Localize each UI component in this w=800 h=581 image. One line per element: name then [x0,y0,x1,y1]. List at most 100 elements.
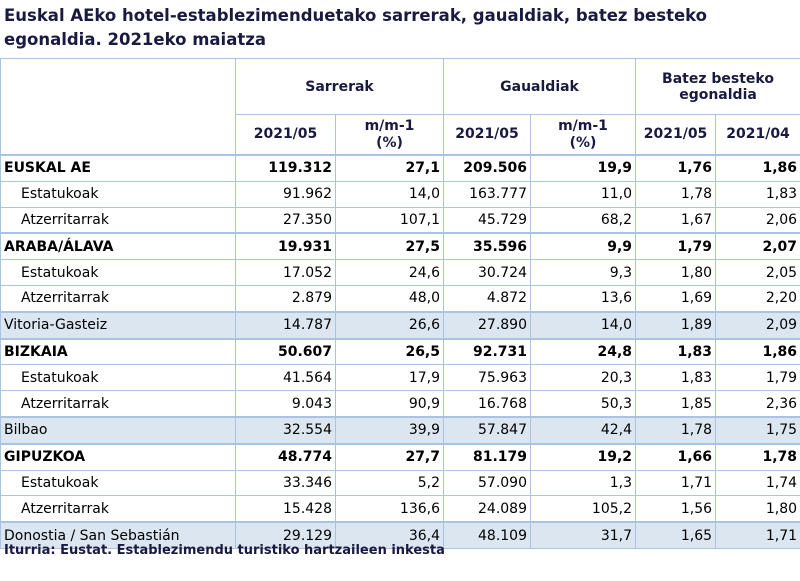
value-cell: 50.607 [235,338,336,366]
value-cell: 1,83 [715,180,800,208]
value-cell: 57.847 [443,416,531,445]
table-row: Estatukoak 33.346 5,2 57.090 1,3 1,71 1,74 [0,469,800,497]
row-label: EUSKAL AE [0,154,236,182]
value-cell: 1,74 [715,469,800,497]
value-cell: 19,9 [529,154,637,182]
value-cell: 27.890 [443,311,531,340]
table-row: Vitoria-Gasteiz 14.787 26,6 27.890 14,0 1,89 2… [0,311,800,340]
row-label: GIPUZKOA [0,443,236,471]
value-cell: 35.596 [443,232,531,261]
group-header-text: Batez besteko egonaldia [662,70,774,103]
table-row: Atzerritarrak 15.428 136,6 24.089 105,2 1,56 1… [0,495,800,523]
value-cell: 92.731 [443,338,531,366]
value-cell: 107,1 [335,206,444,234]
value-cell: 20,3 [529,364,637,392]
value-cell: 1,66 [635,443,717,471]
data-table: Sarrerak Gaualdiak Batez besteko egonald… [0,58,800,549]
value-cell: 90,9 [335,390,444,418]
value-cell: 1,71 [715,521,800,549]
subheader-cell: m/m-1 (%) [529,114,637,156]
subheader-row: 2021/05 m/m-1 (%) 2021/05 m/m-1 (%) 2021/05 2… [1,114,800,156]
value-cell: 1,86 [715,154,800,182]
value-cell: 17.052 [235,259,336,286]
table-body: EUSKAL AE 119.312 27,1 209.506 19,9 1,76 1,86 E… [0,154,800,549]
source-note: Iturria: Eustat. Establezimendu turistik… [4,543,445,558]
value-cell: 24.089 [443,495,531,523]
value-cell: 1,75 [715,416,800,445]
row-label: Atzerritarrak [0,495,236,523]
value-cell: 57.090 [443,469,531,497]
value-cell: 2,09 [715,311,800,340]
subheader-cell: 2021/05 [235,114,336,156]
value-cell: 2,07 [715,232,800,261]
value-cell: 1,56 [635,495,717,523]
value-cell: 15.428 [235,495,336,523]
value-cell: 9,9 [529,232,637,261]
value-cell: 14,0 [335,180,444,208]
row-label: ARABA/ÁLAVA [0,232,236,261]
value-cell: 1,65 [635,521,717,549]
table-row: Estatukoak 17.052 24,6 30.724 9,3 1,80 2,05 [0,259,800,286]
value-cell: 39,9 [335,416,444,445]
row-label: Estatukoak [0,469,236,497]
value-cell: 1,85 [635,390,717,418]
value-cell: 1,83 [635,364,717,392]
group-header: Gaualdiak [442,58,637,115]
value-cell: 45.729 [443,206,531,234]
value-cell: 11,0 [529,180,637,208]
table-row: Bilbao 32.554 39,9 57.847 42,4 1,78 1,75 [0,416,800,445]
value-cell: 13,6 [529,284,637,313]
value-cell: 2.879 [235,284,336,313]
group-header: Sarrerak [235,58,444,115]
subheader-text: 2021/05 [253,126,318,142]
value-cell: 5,2 [335,469,444,497]
value-cell: 33.346 [235,469,336,497]
table-row: EUSKAL AE 119.312 27,1 209.506 19,9 1,76 1,86 [0,154,800,182]
table-row: Donostia / San Sebastián 29.129 36,4 48.109… [0,521,800,549]
value-cell: 27,1 [335,154,444,182]
value-cell: 27,5 [335,232,444,261]
value-cell: 17,9 [335,364,444,392]
value-cell: 2,05 [715,259,800,286]
table-row: Atzerritarrak 2.879 48,0 4.872 13,6 1,69 2,20 [0,284,800,313]
subheader-text: m/m-1 (%) [558,117,608,151]
value-cell: 81.179 [443,443,531,471]
value-cell: 1,83 [635,338,717,366]
value-cell: 19.931 [235,232,336,261]
value-cell: 1,3 [529,469,637,497]
value-cell: 1,80 [635,259,717,286]
value-cell: 48.109 [443,521,531,549]
value-cell: 24,8 [529,338,637,366]
value-cell: 9.043 [235,390,336,418]
row-label: Estatukoak [0,259,236,286]
table-row: BIZKAIA 50.607 26,5 92.731 24,8 1,83 1,86 [0,338,800,366]
value-cell: 41.564 [235,364,336,392]
title-line: Euskal AEko hotel-establezimenduetako sa… [4,6,708,25]
value-cell: 29.129 [235,521,336,549]
table-row: Estatukoak 41.564 17,9 75.963 20,3 1,83 1,79 [0,364,800,392]
row-label: Estatukoak [0,364,236,392]
value-cell: 1,78 [635,180,717,208]
value-cell: 4.872 [443,284,531,313]
value-cell: 1,78 [635,416,717,445]
value-cell: 14.787 [235,311,336,340]
table-row: ARABA/ÁLAVA 19.931 27,5 35.596 9,9 1,79 2,07 [0,232,800,261]
value-cell: 2,20 [715,284,800,313]
row-label: BIZKAIA [0,338,236,366]
value-cell: 209.506 [443,154,531,182]
value-cell: 42,4 [529,416,637,445]
value-cell: 30.724 [443,259,531,286]
value-cell: 1,89 [635,311,717,340]
value-cell: 1,79 [715,364,800,392]
table-row: Atzerritarrak 9.043 90,9 16.768 50,3 1,85 2,36 [0,390,800,418]
value-cell: 1,78 [715,443,800,471]
value-cell: 91.962 [235,180,336,208]
value-cell: 1,69 [635,284,717,313]
title-line: egonaldia. 2021eko maiatza [4,30,266,49]
value-cell: 19,2 [529,443,637,471]
value-cell: 26,5 [335,338,444,366]
value-cell: 24,6 [335,259,444,286]
value-cell: 48,0 [335,284,444,313]
subheader-text: 2021/05 [643,126,708,142]
